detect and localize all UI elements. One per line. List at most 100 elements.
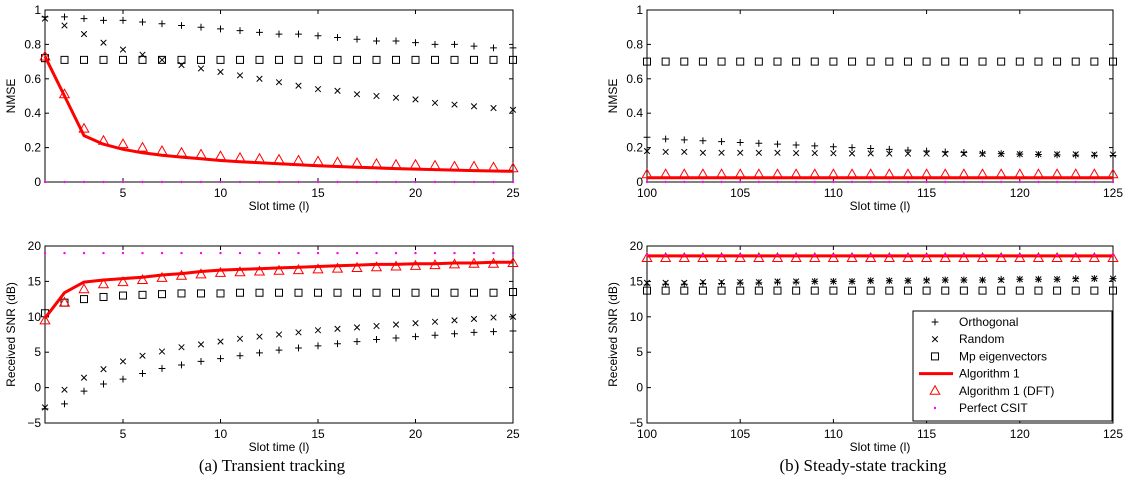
data-point-orthogonal bbox=[1072, 275, 1080, 282]
data-point-alg1dft bbox=[312, 155, 324, 166]
x-tick-label: 100 bbox=[637, 427, 657, 441]
y-tick-label: 0.8 bbox=[626, 37, 643, 51]
data-point-orthogonal bbox=[509, 327, 517, 335]
data-point-random bbox=[718, 149, 725, 156]
series-alg1dft bbox=[641, 252, 1119, 263]
data-point-alg1dft bbox=[331, 156, 344, 167]
data-point-random bbox=[236, 72, 244, 79]
data-point-perfect bbox=[336, 180, 339, 184]
data-point-mp bbox=[275, 55, 283, 64]
data-point-alg1dft bbox=[809, 252, 821, 263]
data-point-random bbox=[490, 314, 497, 321]
data-point-orthogonal bbox=[811, 142, 819, 150]
data-point-alg1dft bbox=[39, 314, 51, 325]
y-tick-label: 10 bbox=[630, 310, 644, 324]
series-random bbox=[643, 147, 1117, 158]
data-point-orthogonal bbox=[392, 37, 400, 45]
y-axis-label: Received SNR (dB) bbox=[4, 282, 18, 387]
data-point-perfect bbox=[683, 180, 686, 184]
y-tick-label: 0.4 bbox=[626, 106, 643, 120]
data-point-alg1dft bbox=[753, 252, 765, 263]
data-point-mp bbox=[216, 55, 225, 64]
series-mp bbox=[643, 286, 1117, 295]
series-orthogonal bbox=[643, 133, 1117, 159]
data-point-perfect bbox=[355, 180, 359, 184]
y-tick-label: 0 bbox=[636, 175, 643, 189]
data-point-random bbox=[755, 149, 762, 156]
data-point-orthogonal bbox=[848, 144, 856, 151]
data-point-random bbox=[1091, 151, 1098, 158]
data-point-mp bbox=[997, 286, 1006, 295]
data-point-mp bbox=[158, 55, 166, 64]
data-point-alg1dft bbox=[809, 168, 821, 179]
data-point-random bbox=[61, 22, 68, 29]
data-point-orthogonal bbox=[178, 361, 185, 369]
data-point-mp bbox=[829, 57, 838, 66]
series-perfect bbox=[43, 251, 515, 255]
data-point-mp bbox=[236, 288, 244, 297]
data-point-alg1dft bbox=[487, 161, 500, 172]
x-tick-label: 5 bbox=[120, 427, 127, 441]
data-point-random bbox=[1016, 276, 1023, 283]
data-point-random bbox=[1016, 150, 1023, 158]
y-axis-label: NMSE bbox=[4, 79, 18, 114]
data-point-mp bbox=[1015, 57, 1024, 66]
data-point-mp bbox=[643, 57, 651, 66]
series-alg1dft bbox=[39, 256, 519, 325]
data-point-random bbox=[41, 404, 49, 411]
data-point-mp bbox=[119, 291, 127, 300]
data-point-perfect bbox=[888, 254, 891, 257]
data-point-orthogonal bbox=[718, 280, 725, 287]
data-point-alg1dft bbox=[1014, 168, 1026, 179]
data-point-mp bbox=[197, 55, 205, 64]
data-point-orthogonal bbox=[470, 328, 478, 336]
data-point-perfect bbox=[394, 180, 398, 184]
data-point-perfect bbox=[375, 180, 378, 184]
data-point-random bbox=[662, 279, 669, 286]
data-point-orthogonal bbox=[1109, 152, 1117, 159]
data-point-perfect bbox=[906, 254, 910, 257]
data-point-alg1dft bbox=[715, 168, 728, 179]
data-point-mp bbox=[255, 55, 264, 64]
data-point-mp bbox=[294, 55, 303, 64]
x-tick-label: 105 bbox=[730, 427, 750, 441]
data-point-mp bbox=[680, 286, 689, 295]
data-point-random bbox=[699, 149, 707, 156]
y-tick-label: 0.6 bbox=[626, 72, 643, 86]
data-point-perfect bbox=[375, 251, 378, 255]
data-point-perfect bbox=[219, 251, 222, 255]
data-point-perfect bbox=[925, 254, 928, 257]
data-point-orthogonal bbox=[490, 328, 497, 336]
series-alg1 bbox=[43, 260, 513, 320]
y-tick-label: 0 bbox=[34, 381, 41, 395]
y-tick-label: 0.4 bbox=[24, 106, 41, 120]
data-point-perfect bbox=[813, 180, 816, 184]
data-point-orthogonal bbox=[373, 336, 380, 343]
series-alg1dft bbox=[641, 168, 1119, 179]
data-point-perfect bbox=[414, 251, 417, 255]
data-point-perfect bbox=[1093, 180, 1096, 184]
data-point-alg1dft bbox=[697, 252, 709, 263]
data-point-perfect bbox=[199, 180, 203, 184]
data-point-alg1dft bbox=[78, 283, 90, 294]
data-point-alg1dft bbox=[939, 252, 951, 263]
data-point-perfect bbox=[180, 251, 183, 255]
data-point-mp bbox=[1090, 286, 1099, 295]
data-point-random bbox=[886, 277, 893, 284]
data-point-mp bbox=[848, 286, 857, 295]
data-point-mp bbox=[736, 57, 745, 66]
data-point-alg1dft bbox=[136, 141, 149, 152]
data-point-perfect bbox=[720, 180, 723, 184]
data-point-alg1dft bbox=[641, 252, 653, 263]
data-point-alg1dft bbox=[920, 252, 933, 263]
data-point-alg1dft bbox=[883, 252, 895, 263]
data-point-orthogonal bbox=[412, 39, 419, 47]
data-point-mp bbox=[294, 288, 303, 297]
data-point-random bbox=[217, 338, 224, 345]
data-point-orthogonal bbox=[431, 41, 439, 48]
data-point-mp bbox=[773, 57, 782, 66]
data-point-alg1dft bbox=[175, 146, 188, 157]
data-point-mp bbox=[643, 286, 651, 295]
data-point-perfect bbox=[180, 180, 183, 184]
data-point-alg1dft bbox=[253, 152, 266, 163]
